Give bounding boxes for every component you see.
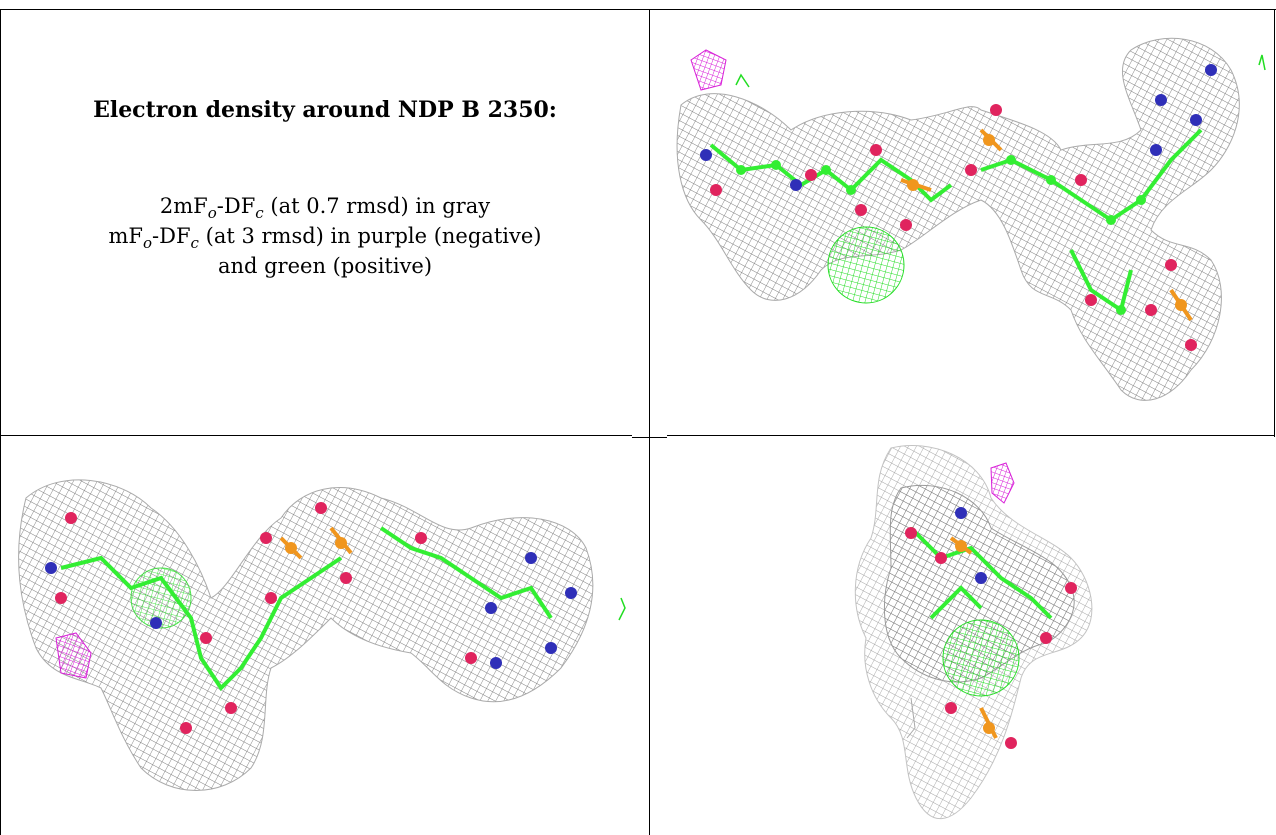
- electron-density-mesh-view-2-icon: [1, 438, 648, 835]
- table-divider-horizontal-left: [0, 435, 632, 436]
- table-divider-horizontal-mid: [632, 437, 667, 438]
- electron-density-mesh-view-3-icon: [651, 438, 1273, 835]
- caption-line-1: 2mFo-DFc (at 0.7 rmsd) in gray: [159, 194, 491, 222]
- caption-title: Electron density around NDP B 2350:: [93, 97, 557, 123]
- caption-line-3: and green (positive): [217, 254, 433, 278]
- caption-cell: Electron density around NDP B 2350: 2mFo…: [1, 95, 649, 395]
- caption-line-2: mFo-DFc (at 3 rmsd) in purple (negative): [108, 224, 542, 252]
- table-border-right: [1274, 9, 1275, 437]
- table-border-left: [0, 9, 1, 835]
- caption-description: 2mFo-DFc (at 0.7 rmsd) in gray mFo-DFc (…: [1, 191, 649, 281]
- electron-density-mesh-view-1-icon: [651, 10, 1273, 434]
- table-border-top: [0, 9, 1276, 10]
- table-divider-vertical: [649, 9, 650, 835]
- table-divider-horizontal-right: [667, 435, 1274, 436]
